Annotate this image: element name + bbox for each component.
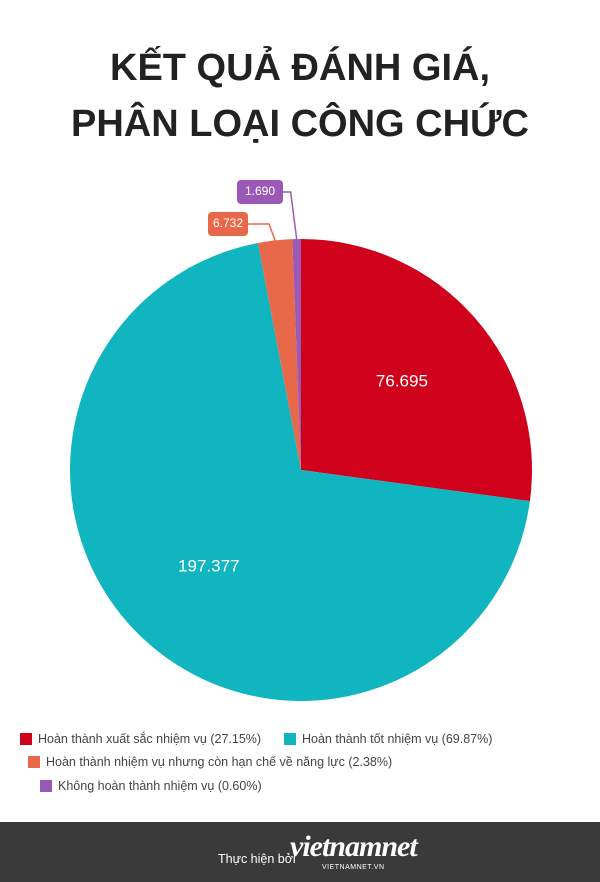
legend-label: Hoàn thành xuất sắc nhiệm vụ (27.15%) (38, 732, 262, 746)
footer: Thực hiện bởi vietnamnet VIETNAMNET.VN (0, 822, 600, 882)
legend-item: Hoàn thành nhiệm vụ nhưng còn hạn chế về… (28, 755, 392, 769)
pie-slice (292, 239, 301, 470)
pie-slice (301, 239, 532, 502)
legend-label: Hoàn thành nhiệm vụ nhưng còn hạn chế về… (46, 755, 393, 769)
chart-title: KẾT QUẢ ĐÁNH GIÁ, PHÂN LOẠI CÔNG CHỨC (71, 47, 529, 145)
legend-swatch (20, 733, 32, 745)
pie-slice (257, 239, 301, 470)
data-label: 197.377 (178, 557, 239, 576)
chart: 76.695 197.377 6.732 1.690 (69, 180, 532, 701)
data-label: 1.690 (245, 184, 275, 198)
legend-label: Không hoàn thành nhiệm vụ (0.60%) (58, 779, 262, 793)
leader-line (283, 191, 298, 240)
credit: Thực hiện bởi (218, 852, 296, 866)
legend-swatch (40, 780, 52, 792)
pie-slice (69, 243, 530, 701)
legend-item: Không hoàn thành nhiệm vụ (0.60%) (40, 779, 262, 793)
data-label: 6.732 (213, 216, 243, 230)
legend-item: Hoàn thành xuất sắc nhiệm vụ (27.15%) (20, 732, 261, 746)
logo-sub: VIETNAMNET.VN (322, 864, 385, 871)
data-label: 76.695 (376, 371, 428, 390)
label-box (208, 212, 248, 236)
logo: vietnamnet (290, 830, 418, 863)
legend-swatch (28, 756, 40, 768)
label-box (237, 180, 283, 204)
leader-line (248, 223, 276, 241)
legend-item: Hoàn thành tốt nhiệm vụ (69.87%) (284, 732, 492, 746)
legend-label: Hoàn thành tốt nhiệm vụ (69.87%) (302, 732, 493, 746)
legend-swatch (284, 733, 296, 745)
